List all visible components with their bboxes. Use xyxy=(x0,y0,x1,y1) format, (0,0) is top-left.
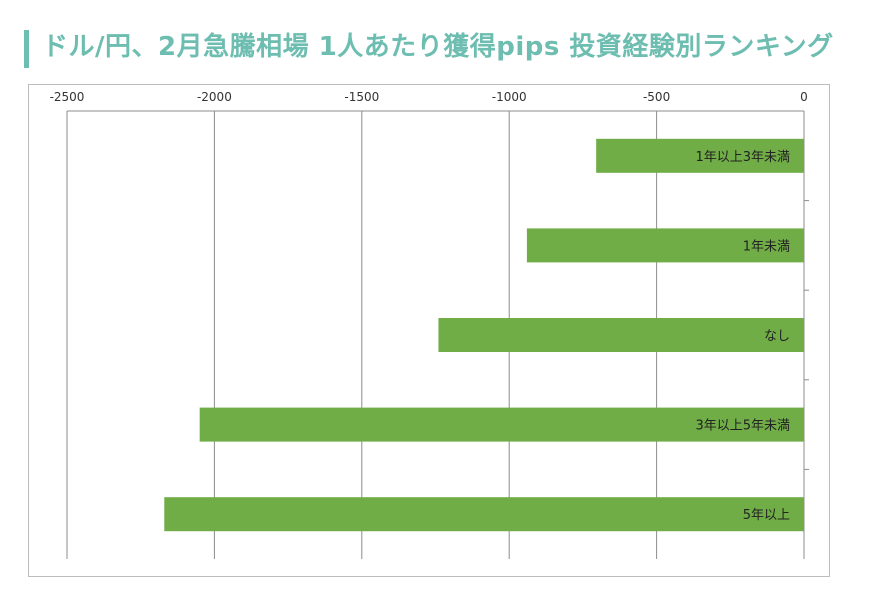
bar xyxy=(199,407,804,442)
x-tick-label: 0 xyxy=(800,90,808,104)
category-label: 3年以上5年未満 xyxy=(695,419,790,434)
x-tick-label: -500 xyxy=(643,90,670,104)
category-label: 1年以上3年未満 xyxy=(695,150,790,165)
bar xyxy=(526,228,804,263)
x-tick-label: -2500 xyxy=(50,90,85,104)
category-label: 1年未満 xyxy=(743,239,790,254)
x-tick-label: -1500 xyxy=(344,90,379,104)
x-tick-label: -1000 xyxy=(492,90,527,104)
category-label: 5年以上 xyxy=(743,508,790,523)
category-label: なし xyxy=(764,329,790,344)
bar xyxy=(596,138,804,173)
page-title: ドル/円、2月急騰相場 1人あたり獲得pips 投資経験別ランキング xyxy=(42,32,834,62)
chart-frame: -2500 -2000 -1500 -1000 -500 0 1年以上3年未満 1年未満なし 3… xyxy=(28,84,830,577)
x-tick-label: -2000 xyxy=(197,90,232,104)
title-accent-bar xyxy=(24,30,29,68)
bar xyxy=(164,497,804,532)
bar xyxy=(438,318,804,352)
